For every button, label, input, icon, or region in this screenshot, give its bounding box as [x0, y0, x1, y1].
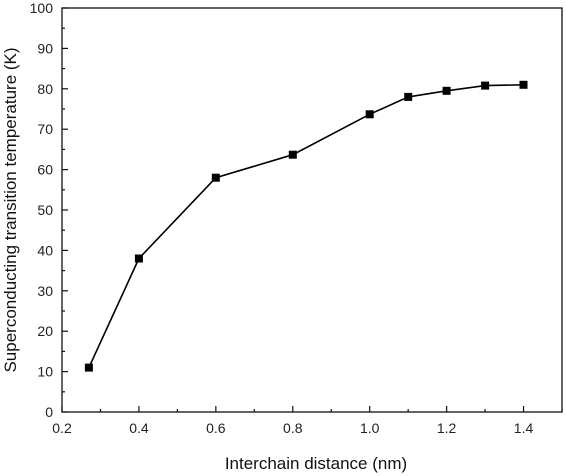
- y-tick-label: 90: [37, 40, 53, 56]
- y-tick-label: 40: [37, 242, 53, 258]
- series-group: [84, 80, 528, 372]
- data-point-marker: [404, 92, 413, 101]
- data-point-marker: [134, 254, 143, 263]
- data-point-marker: [211, 173, 220, 182]
- x-axis-title: Interchain distance (nm): [225, 454, 407, 473]
- y-tick-label: 20: [37, 323, 53, 339]
- data-point-marker: [481, 81, 490, 90]
- y-tick-label: 70: [37, 121, 53, 137]
- data-point-marker: [288, 150, 297, 159]
- x-tick-label: 0.6: [206, 420, 226, 436]
- y-axis-title: Superconducting transition temperature (…: [1, 47, 20, 372]
- y-tick-label: 10: [37, 364, 53, 380]
- data-point-marker: [365, 110, 374, 119]
- series-line: [88, 84, 524, 368]
- y-tick-label: 80: [37, 81, 53, 97]
- x-tick-label: 0.2: [52, 420, 72, 436]
- y-tick-label: 100: [30, 0, 54, 16]
- x-tick-label: 1.0: [360, 420, 380, 436]
- data-point-marker: [519, 80, 528, 89]
- x-tick-label: 1.2: [437, 420, 457, 436]
- plot-frame: [61, 7, 563, 413]
- axes: 0.2 0.4 0.6 0.8 1.0 1.2 1.4 0 10 20 30 40 50 60 70 80 90…: [30, 0, 563, 436]
- x-tick-label: 0.4: [129, 420, 149, 436]
- x-tick-label: 1.4: [514, 420, 534, 436]
- y-tick-label: 30: [37, 283, 53, 299]
- y-tick-label: 50: [37, 202, 53, 218]
- data-point-marker: [442, 86, 451, 95]
- y-tick-label: 60: [37, 162, 53, 178]
- x-tick-label: 0.8: [283, 420, 303, 436]
- y-tick-label: 0: [45, 404, 53, 420]
- data-point-marker: [84, 363, 93, 372]
